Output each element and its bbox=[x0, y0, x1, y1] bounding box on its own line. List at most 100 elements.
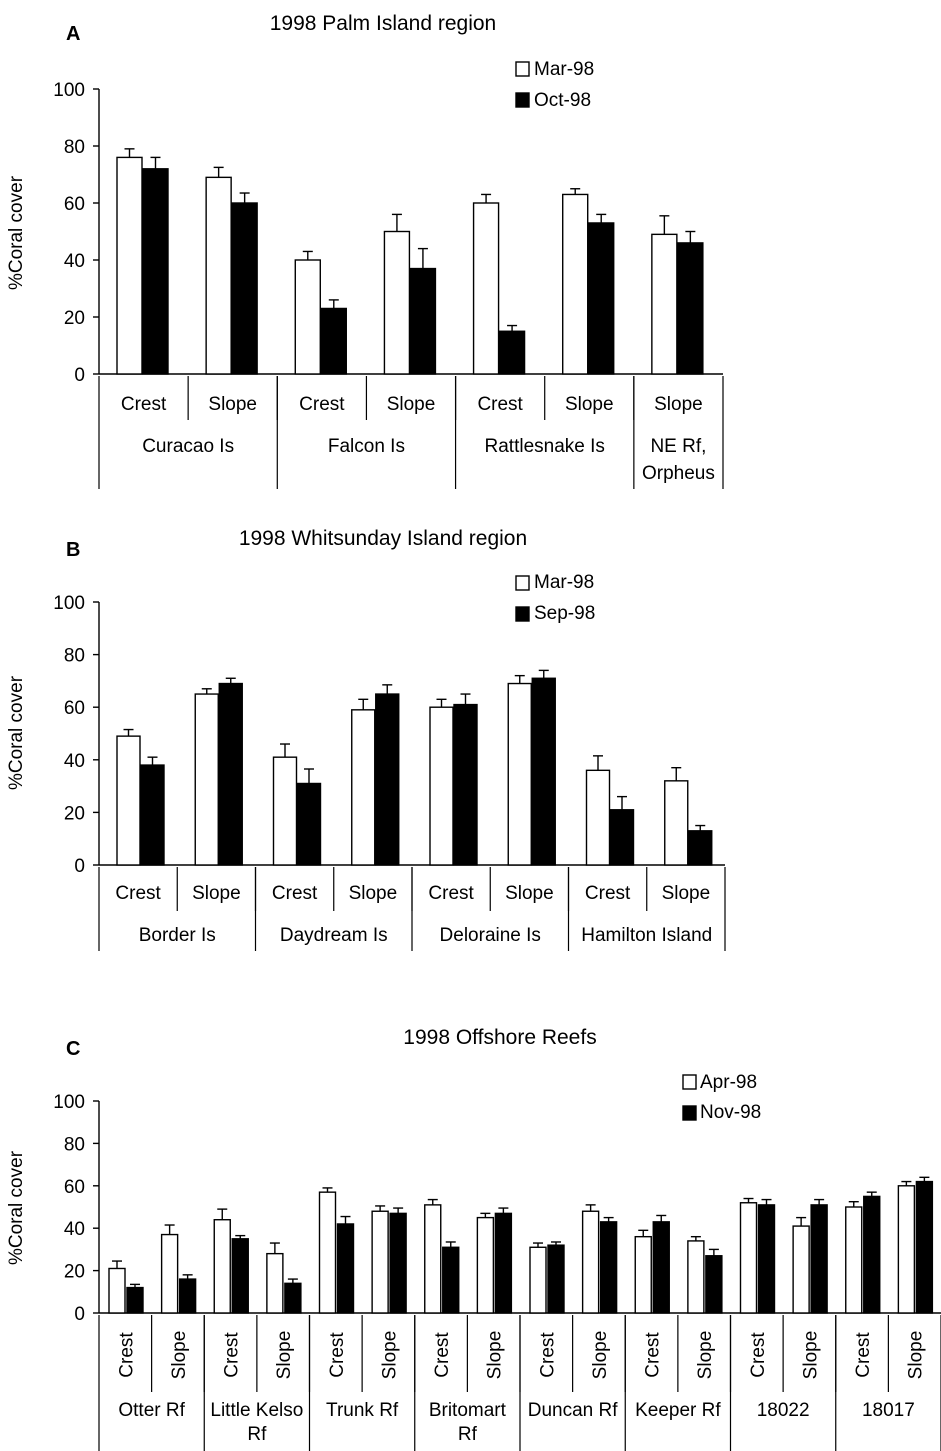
category-label: Slope bbox=[662, 883, 711, 904]
bar-after bbox=[547, 1244, 565, 1314]
bar-after bbox=[142, 168, 169, 375]
bar-before bbox=[294, 259, 321, 375]
group-label-line: Duncan Rf bbox=[528, 1400, 618, 1421]
bar-before bbox=[194, 693, 219, 866]
bar-before bbox=[108, 1267, 126, 1314]
category-label: Crest bbox=[477, 394, 523, 415]
bar-after bbox=[296, 782, 322, 866]
group-label: 18017 bbox=[862, 1400, 915, 1421]
group-label-line: Daydream Is bbox=[280, 925, 388, 946]
y-tick-label: 60 bbox=[64, 698, 85, 719]
category-label: Slope bbox=[654, 394, 703, 415]
bar-before bbox=[272, 756, 298, 866]
category-label: Slope bbox=[565, 394, 614, 415]
panel-c-plot: 0 20 40 60 80 100 Crest Slope Crest Slope Crest Slo… bbox=[53, 1092, 941, 1451]
group-label: Curacao Is bbox=[142, 436, 234, 457]
panel-c-legend-label-2: Nov-98 bbox=[700, 1102, 761, 1123]
category-label: Crest bbox=[299, 394, 345, 415]
bar-before bbox=[739, 1202, 758, 1314]
group-label-line: Rf bbox=[247, 1424, 267, 1445]
bar-before bbox=[476, 1216, 495, 1314]
category-label: Slope bbox=[695, 1331, 716, 1380]
category-label: Crest bbox=[116, 1332, 137, 1378]
panel-a-ylabel: %Coral cover bbox=[6, 175, 27, 290]
category-label: Slope bbox=[485, 1331, 506, 1380]
y-tick-label: 80 bbox=[64, 646, 85, 667]
bar-after bbox=[178, 1278, 197, 1314]
group-label-line: Deloraine Is bbox=[440, 925, 541, 946]
category-label: Crest bbox=[272, 883, 318, 904]
category-label: Slope bbox=[387, 394, 436, 415]
bar-before bbox=[581, 1210, 600, 1314]
group-label: Britomart Rf bbox=[429, 1400, 507, 1445]
panel-b-legend: Mar-98 Sep-98 bbox=[515, 572, 595, 624]
panel-b-legend-label-1: Mar-98 bbox=[534, 572, 594, 593]
bar-before bbox=[634, 1235, 652, 1314]
bar-after bbox=[757, 1204, 776, 1314]
bar-before bbox=[562, 193, 589, 375]
bar-before bbox=[507, 682, 532, 866]
category-label: Slope bbox=[274, 1331, 295, 1380]
y-tick-label: 100 bbox=[53, 80, 85, 101]
bar-after bbox=[498, 330, 526, 375]
panel-c: C 1998 Offshore Reefs %Coral cover Apr-9… bbox=[6, 1026, 941, 1451]
panel-a-legend-label-1: Mar-98 bbox=[534, 59, 594, 80]
group-label: Keeper Rf bbox=[635, 1400, 721, 1421]
panel-a-legend-swatch-2 bbox=[515, 92, 530, 108]
bar-after bbox=[140, 764, 165, 866]
category-label: Slope bbox=[505, 883, 554, 904]
category-label: Crest bbox=[115, 883, 161, 904]
bar-after bbox=[231, 202, 258, 375]
group-label-line: Hamilton Island bbox=[581, 925, 712, 946]
panel-b-plot: 0 20 40 60 80 100 Crest Slope Crest Slope Crest Slo… bbox=[53, 593, 726, 951]
panel-b-title: 1998 Whitsunday Island region bbox=[239, 527, 527, 550]
bar-before bbox=[351, 709, 376, 866]
y-tick-label: 100 bbox=[53, 1092, 85, 1113]
panel-a-legend-label-2: Oct-98 bbox=[534, 90, 591, 111]
y-tick-label: 20 bbox=[64, 1262, 85, 1283]
bar-before bbox=[318, 1191, 337, 1314]
y-tick-label: 0 bbox=[74, 856, 85, 877]
panel-b-letter: B bbox=[66, 539, 80, 561]
category-label: Slope bbox=[192, 883, 241, 904]
bar-before bbox=[424, 1204, 442, 1314]
bar-after bbox=[336, 1223, 355, 1314]
bar-before bbox=[371, 1210, 389, 1314]
panel-c-title: 1998 Offshore Reefs bbox=[403, 1026, 596, 1049]
bar-after bbox=[218, 682, 243, 866]
category-label: Crest bbox=[853, 1332, 874, 1378]
panel-a-letter: A bbox=[66, 23, 80, 45]
panel-c-legend-swatch-2 bbox=[682, 1105, 697, 1121]
bar-before bbox=[664, 780, 689, 866]
y-tick-label: 0 bbox=[74, 365, 85, 386]
group-label: NE Rf, Orpheus bbox=[642, 436, 715, 484]
panel-b-legend-label-2: Sep-98 bbox=[534, 603, 595, 624]
bar-after bbox=[389, 1212, 407, 1314]
group-label-line: Rf bbox=[458, 1424, 478, 1445]
panel-b-legend-swatch-2 bbox=[515, 606, 530, 622]
panel-a: A 1998 Palm Island region %Coral cover M… bbox=[6, 12, 724, 489]
category-label: Slope bbox=[590, 1331, 611, 1380]
category-label: Crest bbox=[432, 1332, 453, 1378]
bar-after bbox=[599, 1221, 618, 1314]
bar-after bbox=[126, 1286, 144, 1314]
y-tick-label: 40 bbox=[64, 751, 85, 772]
panel-b: B 1998 Whitsunday Island region %Coral c… bbox=[6, 527, 726, 951]
bar-after bbox=[588, 222, 615, 375]
group-label-line: Keeper Rf bbox=[635, 1400, 721, 1421]
y-tick-label: 20 bbox=[64, 308, 85, 329]
group-label-line: Britomart bbox=[429, 1400, 507, 1421]
bar-after bbox=[284, 1282, 302, 1314]
bar-after bbox=[652, 1221, 670, 1314]
category-label: Crest bbox=[748, 1332, 769, 1378]
bar-before bbox=[116, 735, 141, 866]
group-label-line: Otter Rf bbox=[118, 1400, 185, 1421]
bar-before bbox=[651, 233, 678, 375]
y-tick-label: 0 bbox=[74, 1304, 85, 1325]
panel-b-ylabel: %Coral cover bbox=[6, 675, 27, 790]
bar-before bbox=[845, 1206, 863, 1314]
bar-before bbox=[383, 230, 411, 375]
group-label-line: Border Is bbox=[139, 925, 216, 946]
group-label-line: Curacao Is bbox=[142, 436, 234, 457]
group-label: Trunk Rf bbox=[326, 1400, 399, 1421]
